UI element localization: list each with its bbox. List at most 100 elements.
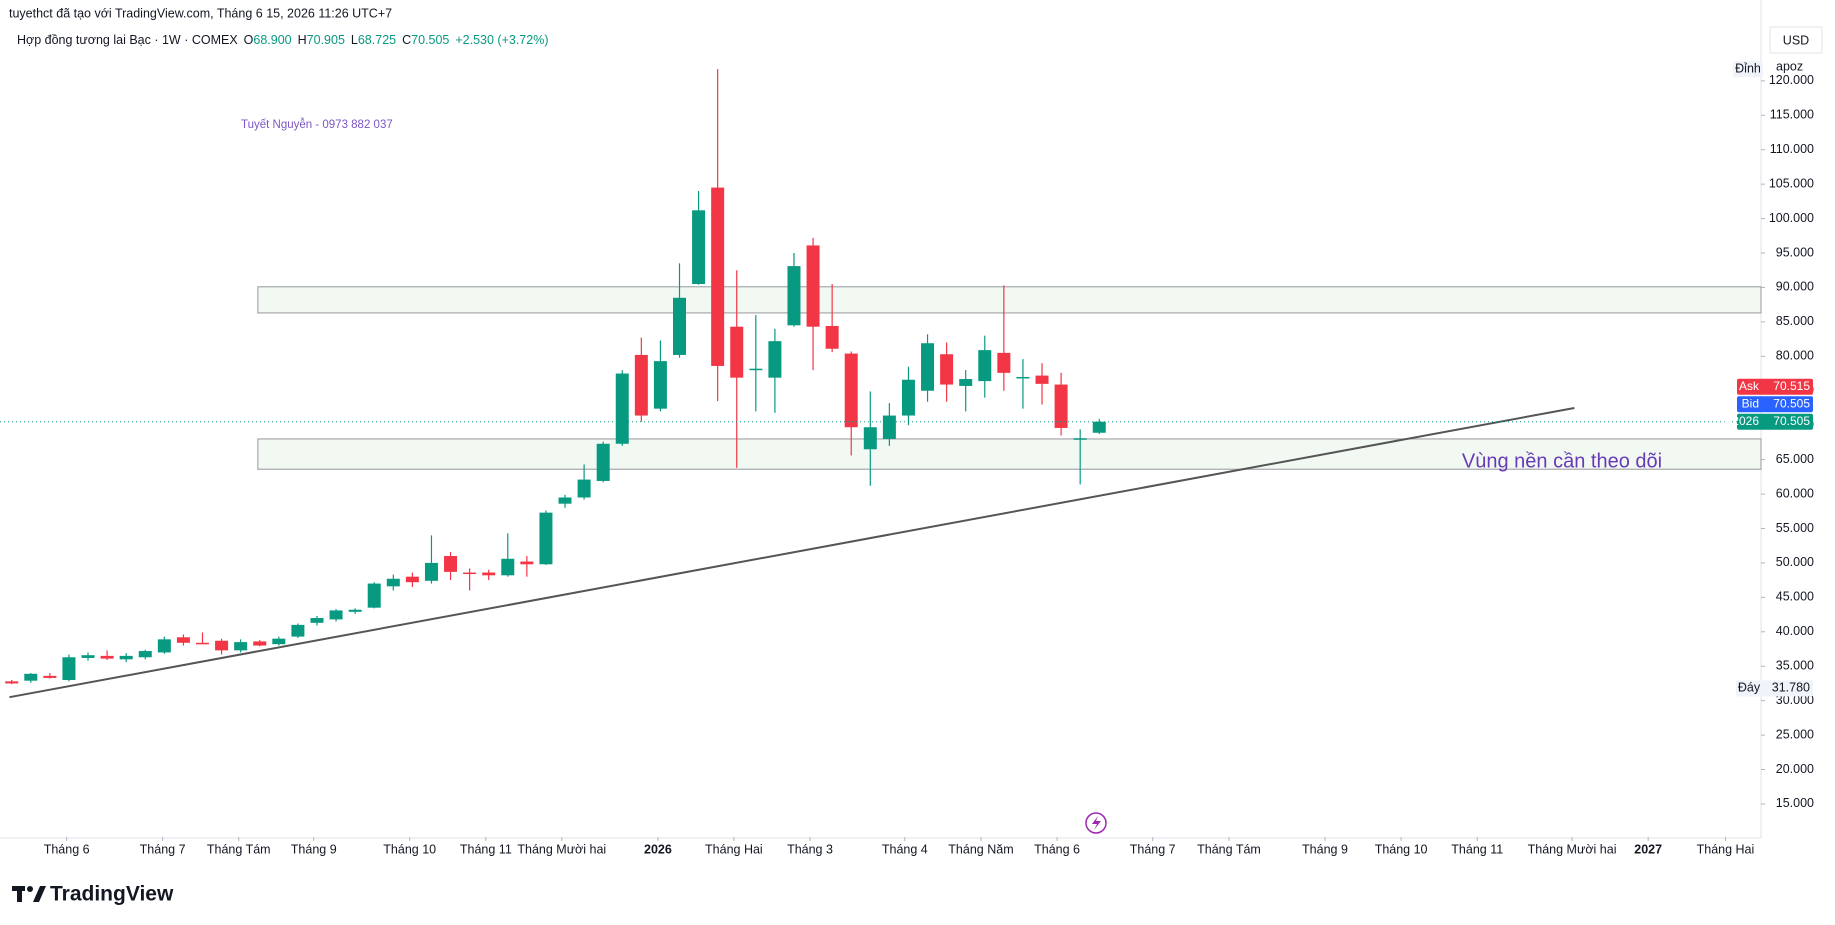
y-tick-label: 120.000 bbox=[1769, 73, 1814, 87]
price-label-box bbox=[1737, 396, 1813, 413]
candle-body bbox=[863, 427, 877, 450]
price-label-box bbox=[1737, 413, 1813, 430]
y-tick-label: 90.000 bbox=[1776, 280, 1814, 294]
candle-body bbox=[81, 655, 95, 658]
candle-body bbox=[768, 341, 782, 378]
x-tick-label: Tháng 6 bbox=[1034, 842, 1080, 856]
candle-body bbox=[43, 675, 57, 678]
candle-body bbox=[234, 642, 248, 651]
legend-value: 70.905 bbox=[307, 33, 345, 47]
candle-body bbox=[749, 368, 763, 371]
candle-body bbox=[1092, 421, 1106, 433]
candle-body bbox=[215, 640, 229, 651]
y-tick-label: 105.000 bbox=[1769, 176, 1814, 190]
high-label: Đỉnh bbox=[1735, 61, 1761, 75]
candle-body bbox=[1054, 384, 1068, 428]
candle-body bbox=[653, 361, 667, 409]
candle-body bbox=[825, 326, 839, 349]
legend-value: 68.900 bbox=[253, 33, 291, 47]
x-tick-label: Tháng Hai bbox=[1697, 842, 1755, 856]
y-tick-label: 110.000 bbox=[1770, 142, 1814, 156]
zone bbox=[257, 438, 1762, 470]
y-tick-label: 35.000 bbox=[1776, 659, 1814, 673]
price-label-value: 70.515 bbox=[1773, 379, 1810, 393]
legend-change: +2.530 (+3.72%) bbox=[455, 33, 548, 47]
candle-body bbox=[634, 354, 648, 416]
price-label-name: SIN2026 bbox=[1712, 414, 1759, 428]
candle-body bbox=[1016, 376, 1030, 379]
y-tick-label: 85.000 bbox=[1776, 314, 1814, 328]
candle-body bbox=[463, 572, 477, 575]
events-icon[interactable] bbox=[1085, 812, 1107, 834]
candle-body bbox=[482, 572, 496, 576]
legend-key: H bbox=[298, 33, 307, 47]
candle-body bbox=[959, 379, 973, 386]
legend-value: 68.725 bbox=[358, 33, 396, 47]
candle-body bbox=[940, 354, 954, 385]
candle-body bbox=[615, 373, 629, 444]
candle-body bbox=[730, 326, 744, 378]
legend-key: O bbox=[244, 33, 254, 47]
candle-body bbox=[673, 297, 686, 355]
credit: tuyethct đã tạo với TradingView.com, Thá… bbox=[9, 6, 392, 20]
x-tick-label: Tháng 3 bbox=[787, 842, 833, 856]
events-icon[interactable] bbox=[1092, 816, 1101, 830]
x-tick-label: Tháng 10 bbox=[383, 842, 436, 856]
candle-body bbox=[291, 624, 305, 637]
y-tick-label: 50.000 bbox=[1776, 555, 1814, 569]
candle-body bbox=[5, 681, 19, 684]
candle-body bbox=[310, 618, 324, 623]
y-tick-label: 115.000 bbox=[1770, 108, 1814, 122]
candle-body bbox=[558, 497, 572, 504]
x-tick-label: Tháng 11 bbox=[1451, 842, 1503, 856]
candle-body bbox=[424, 562, 438, 581]
x-tick-label: Tháng Năm bbox=[948, 842, 1013, 856]
candle-body bbox=[272, 638, 286, 645]
candle-body bbox=[329, 610, 343, 620]
y-tick-label: 95.000 bbox=[1776, 245, 1814, 259]
candle-body bbox=[386, 578, 400, 587]
currency[interactable]: USD bbox=[1783, 33, 1809, 47]
x-tick-label: Tháng Mười hai bbox=[517, 842, 606, 856]
y-tick-label: 60.000 bbox=[1776, 486, 1814, 500]
candle-body bbox=[921, 343, 935, 391]
candle-body bbox=[444, 556, 458, 572]
candle-body bbox=[405, 576, 419, 583]
legend: Hợp đồng tương lai Bạc · 1W · COMEX O68.9… bbox=[17, 33, 548, 47]
currency-box[interactable] bbox=[1769, 26, 1823, 54]
price-label-value: 70.505 bbox=[1773, 396, 1810, 410]
zone bbox=[257, 286, 1762, 314]
x-tick-label: Tháng 7 bbox=[140, 842, 186, 856]
candle-body bbox=[692, 210, 706, 285]
legend-key: C bbox=[402, 33, 411, 47]
y-tick-label: 55.000 bbox=[1776, 521, 1814, 535]
y-tick-label: 30.000 bbox=[1776, 693, 1814, 707]
low-label-value: 31.780 bbox=[1772, 681, 1810, 695]
candle-body bbox=[176, 637, 190, 643]
y-tick-label: 100.000 bbox=[1769, 211, 1814, 225]
candle-body bbox=[577, 479, 591, 498]
logo-shape bbox=[27, 886, 33, 892]
candle-body bbox=[501, 558, 515, 576]
x-tick-label: Tháng Hai bbox=[705, 842, 763, 856]
candle-body bbox=[157, 639, 171, 653]
candle-body bbox=[253, 641, 267, 646]
price-label-name: Ask bbox=[1739, 379, 1760, 393]
candle-body bbox=[24, 673, 38, 681]
price-label-name: Bid bbox=[1742, 396, 1759, 410]
candle-body bbox=[348, 609, 362, 612]
candle-body bbox=[806, 245, 820, 327]
high-label-box bbox=[1733, 61, 1763, 78]
x-tick-label: Tháng 7 bbox=[1130, 842, 1176, 856]
x-tick-label: Tháng 9 bbox=[291, 842, 337, 856]
candle-body bbox=[138, 651, 152, 658]
y-tick-label: 45.000 bbox=[1776, 590, 1814, 604]
logo-text: TradingView bbox=[50, 883, 174, 906]
logo-shape bbox=[17, 886, 22, 902]
candle-body bbox=[196, 642, 209, 645]
x-tick-label: 2026 bbox=[644, 842, 672, 856]
candle-body bbox=[62, 657, 76, 680]
y-tick-label: 40.000 bbox=[1776, 624, 1814, 638]
